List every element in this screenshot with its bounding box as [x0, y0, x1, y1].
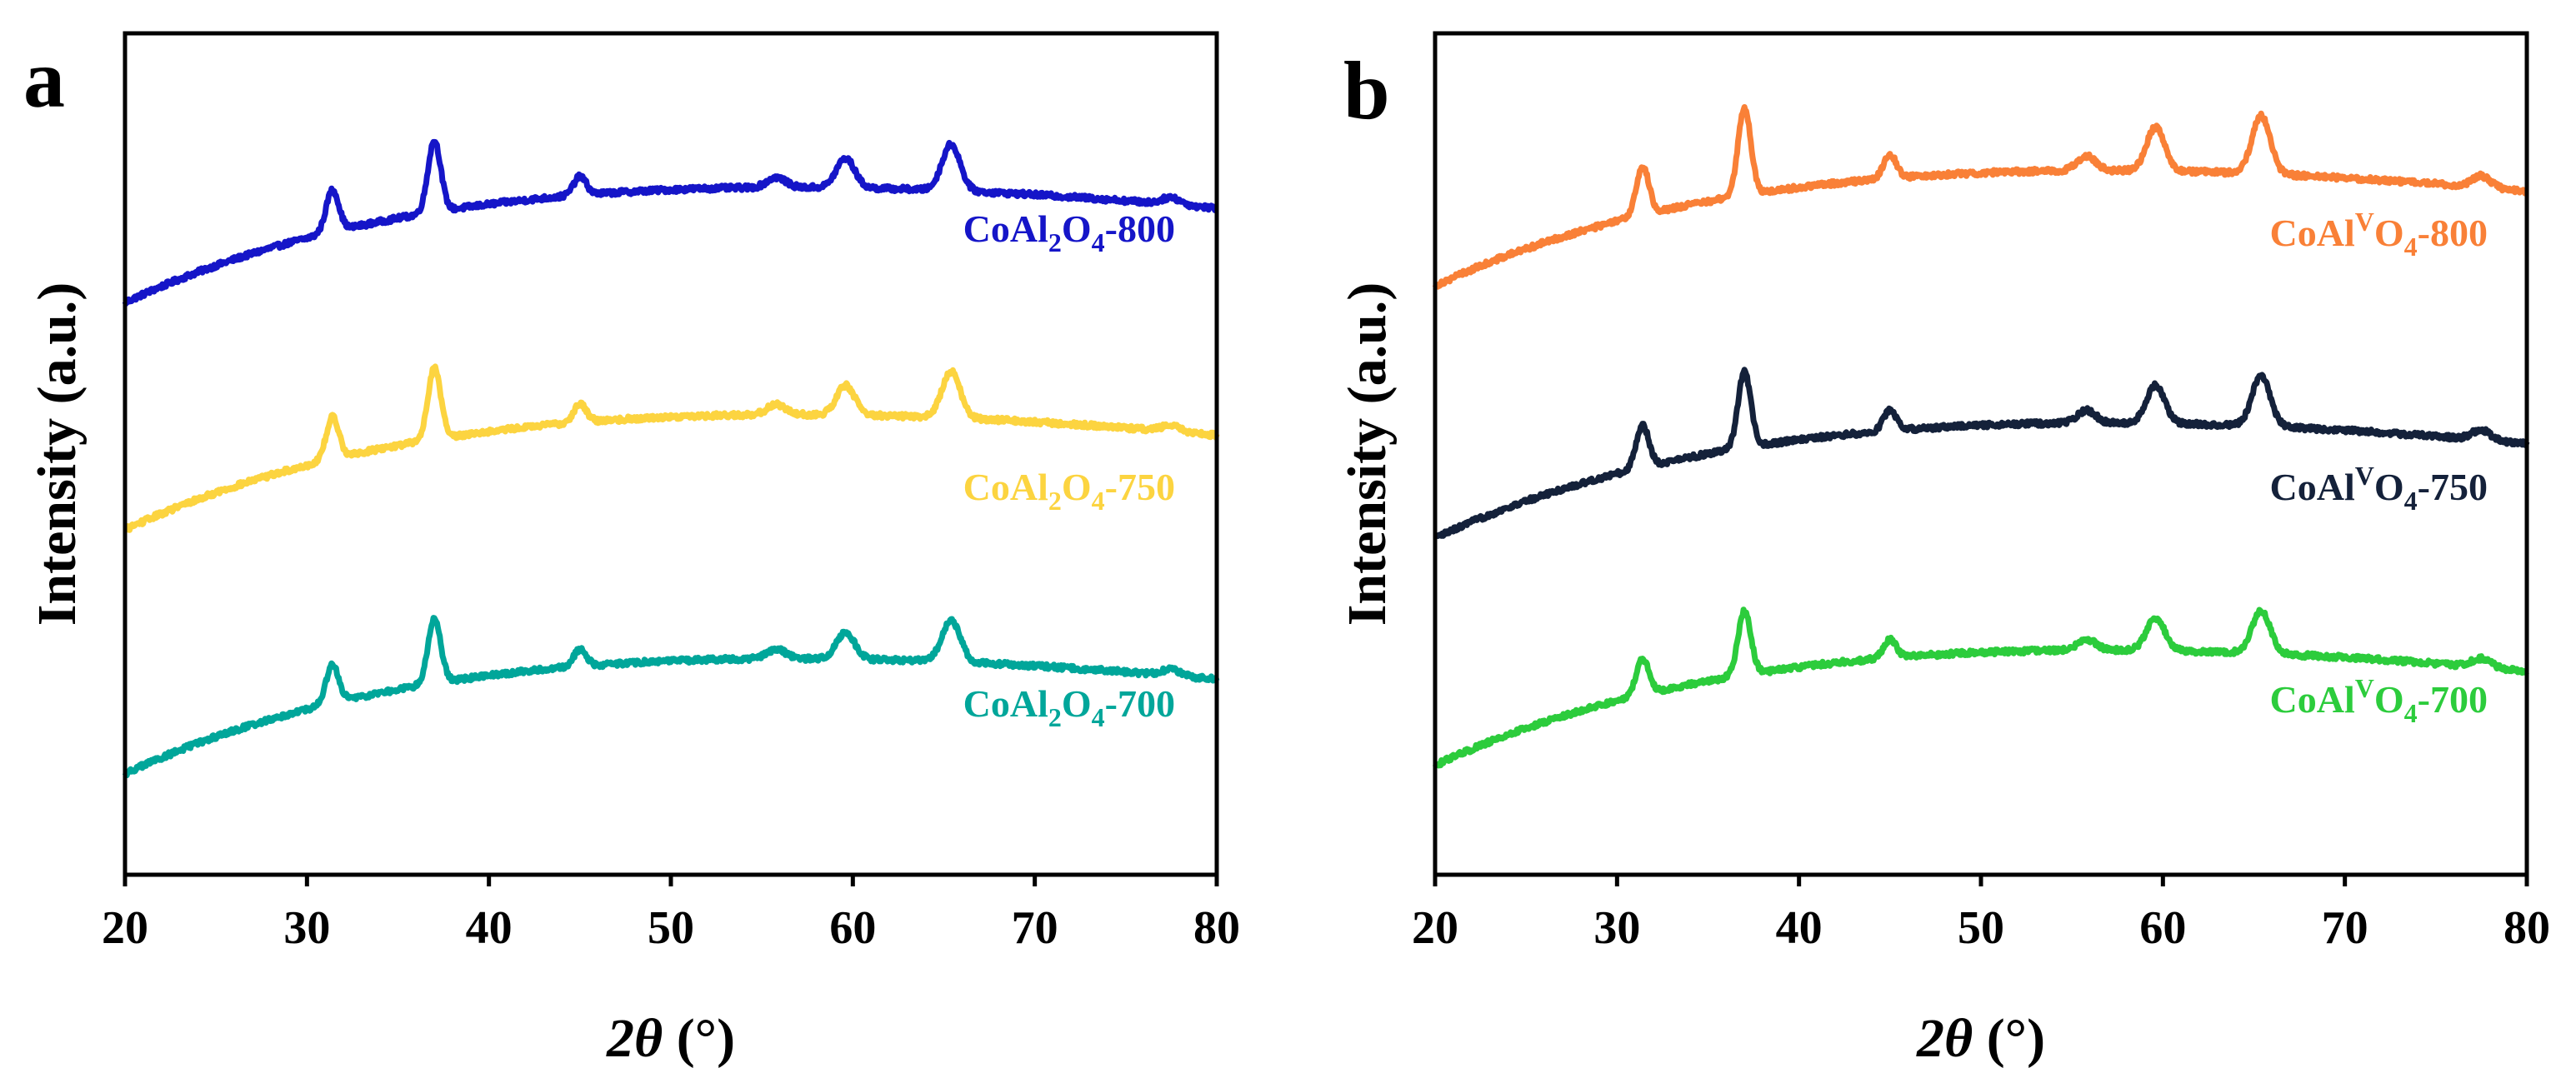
panel-b-y-axis-title: Intensity (a.u.) [1337, 282, 1398, 626]
panel-b-chart: b 20 30 40 50 60 70 80 CoAlVO4-800CoAlVO4-750C… [1337, 31, 2550, 1069]
panel-b-series-labels: CoAlVO4-800 CoAlVO4-750 CoAlVO4-700 [2270, 207, 2488, 728]
series-line-CoAlVO4-800 [1432, 104, 2529, 290]
panel-b-x-axis-unit: (°) [1973, 1008, 2045, 1069]
panel-b-letter: b [1343, 44, 1390, 137]
x-tick-label: 60 [2139, 902, 2186, 954]
panel-b-series [1432, 104, 2530, 769]
panel-a-x-axis-unit: (°) [663, 1008, 735, 1069]
x-tick-label: 50 [648, 902, 694, 954]
panel-b-x-axis-title: 2θ (°) [1916, 1008, 2045, 1069]
series-line-CoAl2O4-800 [122, 138, 1219, 307]
panel-a-series [122, 138, 1220, 779]
x-tick-label: 50 [1958, 902, 2004, 954]
x-tick-label: 30 [1593, 902, 1640, 954]
panel-a-plot-frame [123, 31, 1219, 877]
panel-b-plot-frame [1433, 31, 2529, 877]
x-tick-label: 70 [1012, 902, 1058, 954]
panel-a-x-axis-title: 2θ (°) [606, 1008, 735, 1069]
series-line-CoAlVO4-750 [1433, 367, 2530, 540]
series-label-CoAlVO4-800: CoAlVO4-800 [2270, 207, 2488, 262]
series-line-CoAlVO4-700 [1432, 606, 2529, 769]
series-line-CoAl2O4-750 [123, 363, 1220, 533]
panel-b-x-axis-italic: 2θ [1916, 1008, 1973, 1069]
x-tick-label: 20 [102, 902, 148, 954]
x-tick-label: 20 [1412, 902, 1458, 954]
x-tick-label: 30 [283, 902, 330, 954]
series-label-CoAl2O4-800: CoAl2O4-800 [963, 207, 1175, 257]
panel-a-letter: a [23, 32, 65, 125]
panel-a-ticks: 20 30 40 50 60 70 80 [102, 875, 1240, 954]
x-tick-label: 70 [2322, 902, 2368, 954]
series-label-CoAl2O4-700: CoAl2O4-700 [963, 682, 1175, 732]
x-tick-label: 80 [2503, 902, 2550, 954]
panel-a-y-axis-title: Intensity (a.u.) [27, 282, 88, 626]
panel-b-ticks: 20 30 40 50 60 70 80 [1412, 875, 2550, 954]
panel-a-x-axis-italic: 2θ [606, 1008, 663, 1069]
series-label-CoAlVO4-700: CoAlVO4-700 [2270, 673, 2488, 728]
x-tick-label: 40 [466, 902, 513, 954]
series-label-CoAlVO4-750: CoAlVO4-750 [2270, 461, 2488, 516]
panel-a-chart: a 20 30 40 50 60 70 80 CoAl2O4-800CoAl2O4-750C… [23, 31, 1240, 1069]
panel-a-series-labels: CoAl2O4-800 CoAl2O4-750 CoAl2O4-700 [963, 207, 1175, 732]
x-tick-label: 80 [1193, 902, 1240, 954]
series-label-CoAl2O4-750: CoAl2O4-750 [963, 466, 1175, 516]
series-line-CoAl2O4-700 [122, 615, 1220, 779]
x-tick-label: 40 [1776, 902, 1823, 954]
x-tick-label: 60 [829, 902, 876, 954]
